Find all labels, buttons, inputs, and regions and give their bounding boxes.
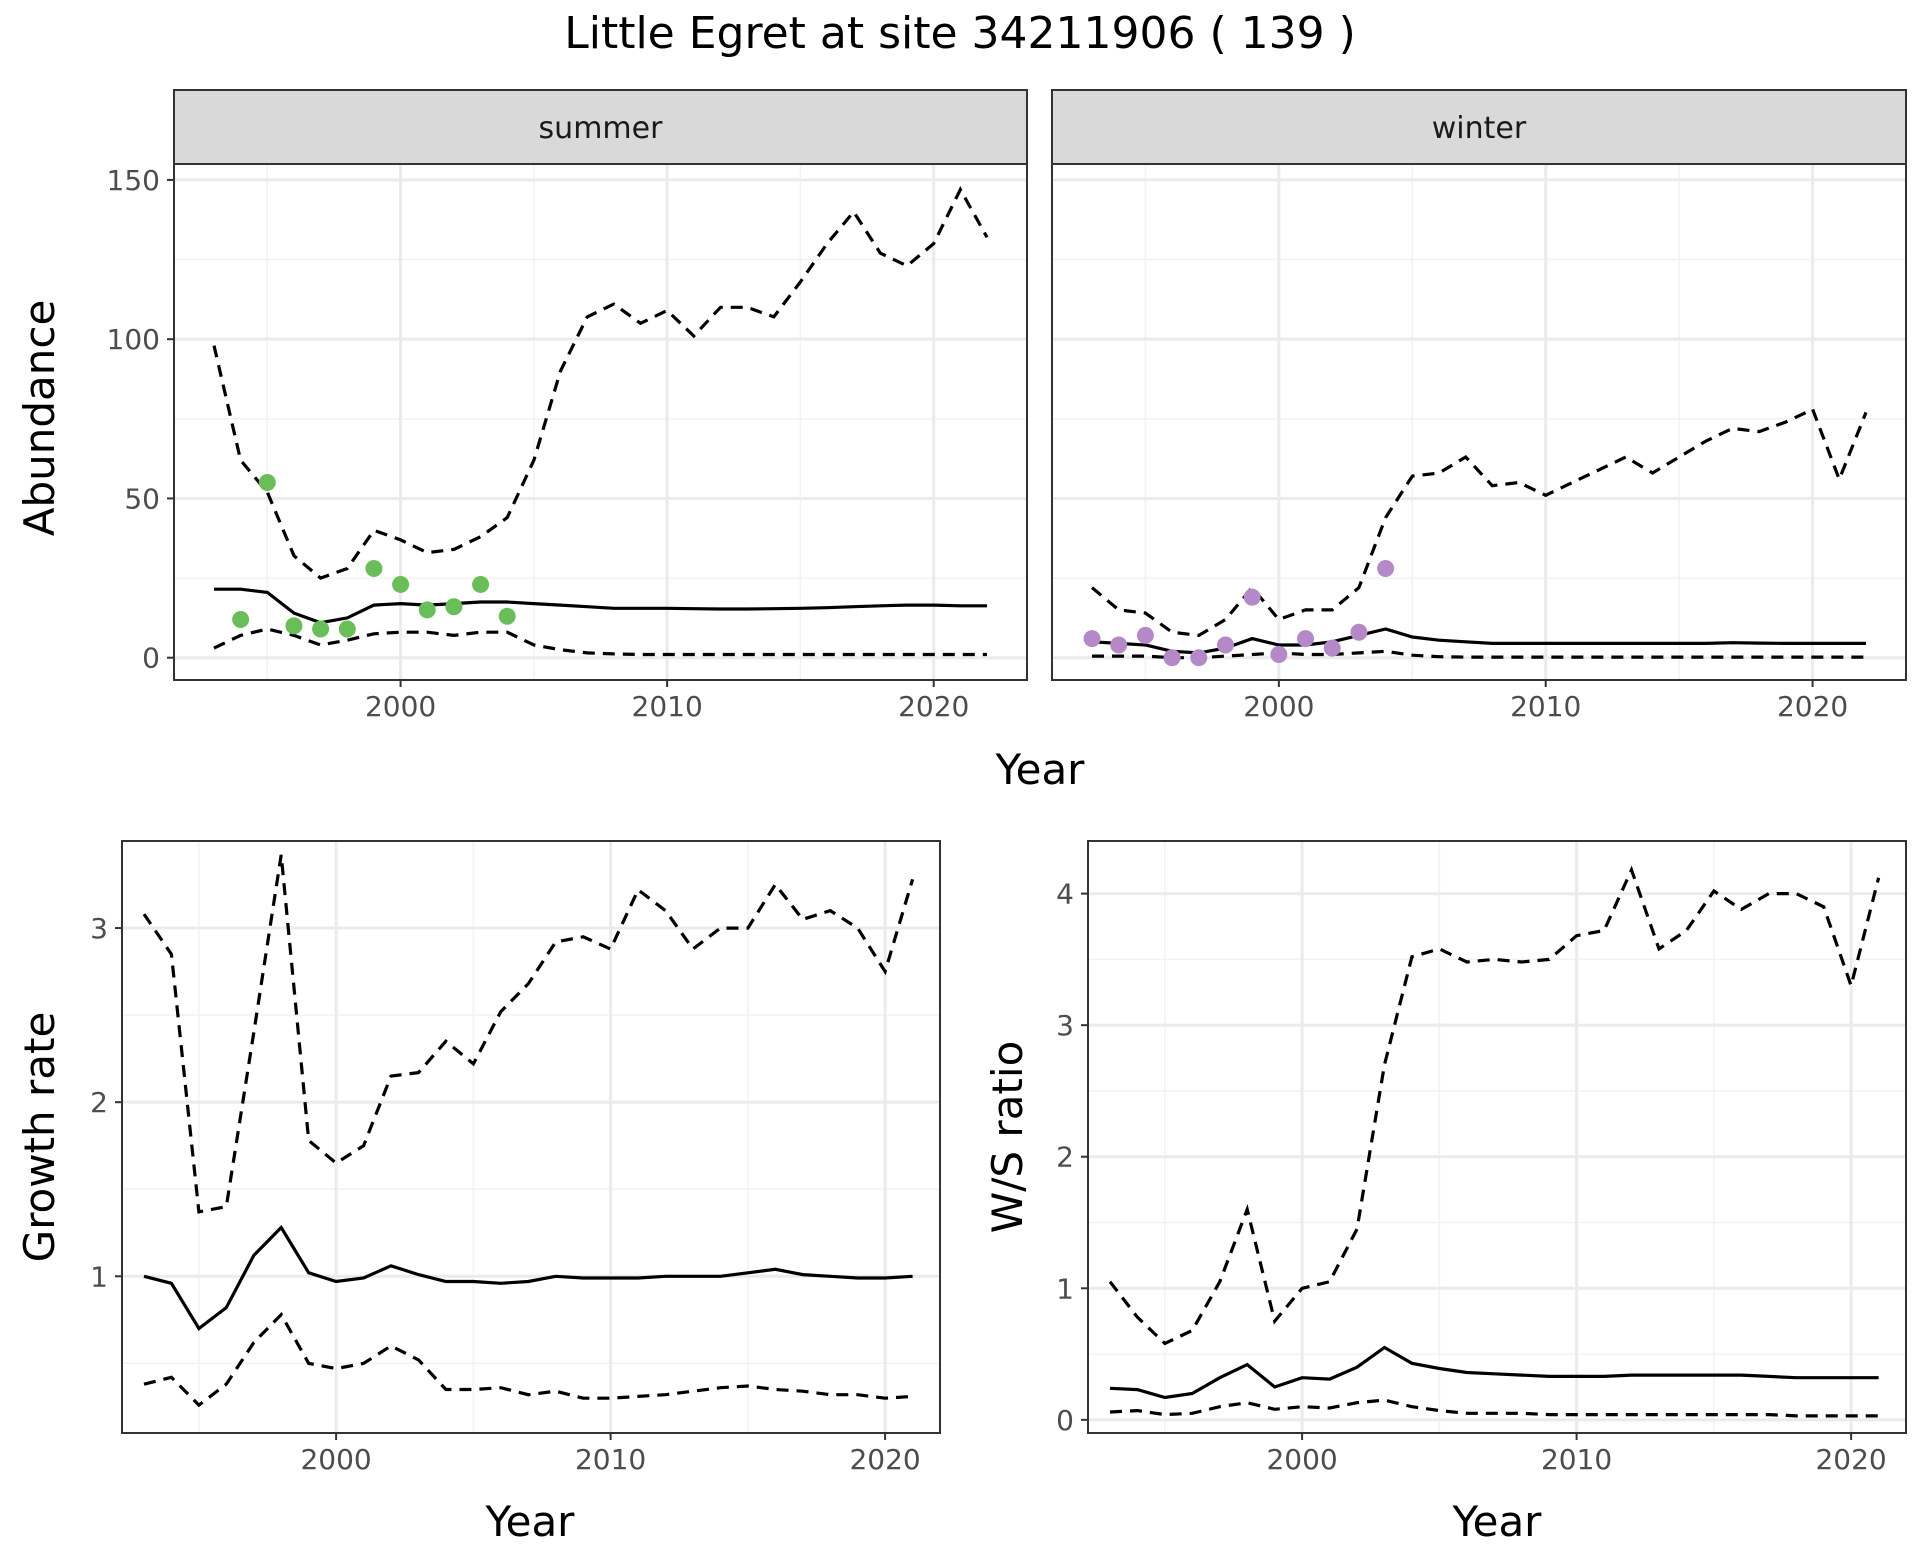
- observed-point: [472, 575, 490, 593]
- observed-point: [1110, 636, 1128, 654]
- observed-point: [445, 598, 463, 616]
- x-tick-label: 2020: [849, 1443, 920, 1476]
- x-tick-label: 2010: [632, 690, 703, 723]
- observed-point: [1297, 630, 1315, 648]
- observed-point: [1083, 630, 1101, 648]
- series-group: [142, 854, 915, 1408]
- facet-strip-label: winter: [1432, 111, 1527, 146]
- ws-ratio-chart: 2000 2010 2020 0 1 2 3 4 Year W/S ratio: [983, 840, 1907, 1546]
- x-tick-label: 2020: [898, 690, 969, 723]
- panel-border: [1087, 840, 1907, 1434]
- upper-bound-line: [1090, 407, 1868, 638]
- facet-strip: [1051, 89, 1907, 165]
- upper-bound-line: [212, 186, 989, 580]
- panel-background: [1088, 841, 1906, 1433]
- series-group: [1083, 407, 1868, 667]
- ws-ratio-x-axis-title: Year: [1452, 1497, 1543, 1546]
- x-tick-label: 2010: [1510, 690, 1581, 723]
- x-tick-label: 2010: [1541, 1443, 1612, 1476]
- growth-rate-chart: 2000 2010 2020 1 2 3 Year Growth rate: [15, 840, 941, 1546]
- x-tick-label: 2020: [1777, 690, 1848, 723]
- mean-line: [143, 1224, 913, 1331]
- observed-point: [285, 617, 303, 635]
- mean-line: [1109, 1345, 1879, 1400]
- observed-point: [1243, 588, 1261, 606]
- observed-point: [1136, 626, 1154, 644]
- panel-background: [122, 841, 940, 1433]
- observed-point: [338, 620, 356, 638]
- observed-point: [232, 610, 250, 628]
- growth-rate-panel: 2000 2010 2020 1 2 3: [90, 840, 941, 1476]
- x-tick-label: 2000: [1266, 1443, 1337, 1476]
- observed-point: [312, 620, 330, 638]
- mean-line: [214, 587, 987, 625]
- abundance-x-axis-title: Year: [995, 745, 1086, 794]
- abundance-y-axis-title: Abundance: [15, 300, 64, 537]
- figure-title: Little Egret at site 34211906 ( 139 ): [564, 8, 1356, 59]
- observed-point: [1270, 646, 1288, 664]
- upper-bound-line: [1108, 865, 1881, 1346]
- growth-rate-x-axis-title: Year: [485, 1497, 576, 1546]
- observed-point: [258, 474, 276, 492]
- x-tick-label: 2020: [1815, 1443, 1886, 1476]
- series-group: [1108, 865, 1881, 1418]
- y-tick-label: 3: [1056, 1009, 1074, 1042]
- observed-point: [1377, 560, 1395, 578]
- panel-border: [121, 840, 941, 1434]
- y-tick-label: 50: [124, 482, 160, 515]
- winter-panel: 2000 2010 2020 winter: [1051, 89, 1907, 723]
- lower-bound-line: [1109, 1398, 1879, 1418]
- observed-point: [1216, 636, 1234, 654]
- facet-strip-label: summer: [539, 111, 664, 146]
- observed-point: [498, 607, 516, 625]
- ws-ratio-y-axis-title: W/S ratio: [983, 1041, 1032, 1234]
- y-tick-label: 2: [1056, 1141, 1074, 1174]
- ws-ratio-panel: 2000 2010 2020 0 1 2 3 4: [1056, 840, 1907, 1476]
- y-tick-label: 150: [107, 164, 160, 197]
- observed-point: [1323, 639, 1341, 657]
- y-tick-label: 2: [90, 1086, 108, 1119]
- x-tick-label: 2000: [300, 1443, 371, 1476]
- y-tick-label: 0: [1056, 1404, 1074, 1437]
- y-tick-label: 100: [107, 323, 160, 356]
- summer-panel: 2000 2010 2020 0 50 100 150 summer: [107, 89, 1028, 723]
- lower-bound-line: [1092, 649, 1866, 660]
- y-tick-label: 3: [90, 912, 108, 945]
- observed-point: [1163, 649, 1181, 667]
- growth-rate-y-axis-title: Growth rate: [15, 1012, 64, 1263]
- abundance-chart: 2000 2010 2020 0 50 100 150 summer 2000 2010 2020…: [15, 89, 1907, 794]
- y-tick-label: 1: [90, 1260, 108, 1293]
- series-group: [212, 186, 989, 657]
- x-tick-label: 2010: [575, 1443, 646, 1476]
- observed-point: [1350, 623, 1368, 641]
- x-tick-label: 2000: [1243, 690, 1314, 723]
- observed-point: [418, 601, 436, 619]
- y-tick-label: 1: [1056, 1272, 1074, 1305]
- observed-point: [365, 560, 383, 578]
- lower-bound-line: [143, 1311, 913, 1408]
- panel-background: [174, 164, 1027, 680]
- panel-background: [1052, 164, 1906, 680]
- facet-strip: [173, 89, 1028, 165]
- y-tick-label: 0: [142, 642, 160, 675]
- observed-point: [392, 575, 410, 593]
- upper-bound-line: [142, 854, 915, 1214]
- y-tick-label: 4: [1056, 878, 1074, 911]
- observed-point: [1190, 649, 1208, 667]
- x-tick-label: 2000: [365, 690, 436, 723]
